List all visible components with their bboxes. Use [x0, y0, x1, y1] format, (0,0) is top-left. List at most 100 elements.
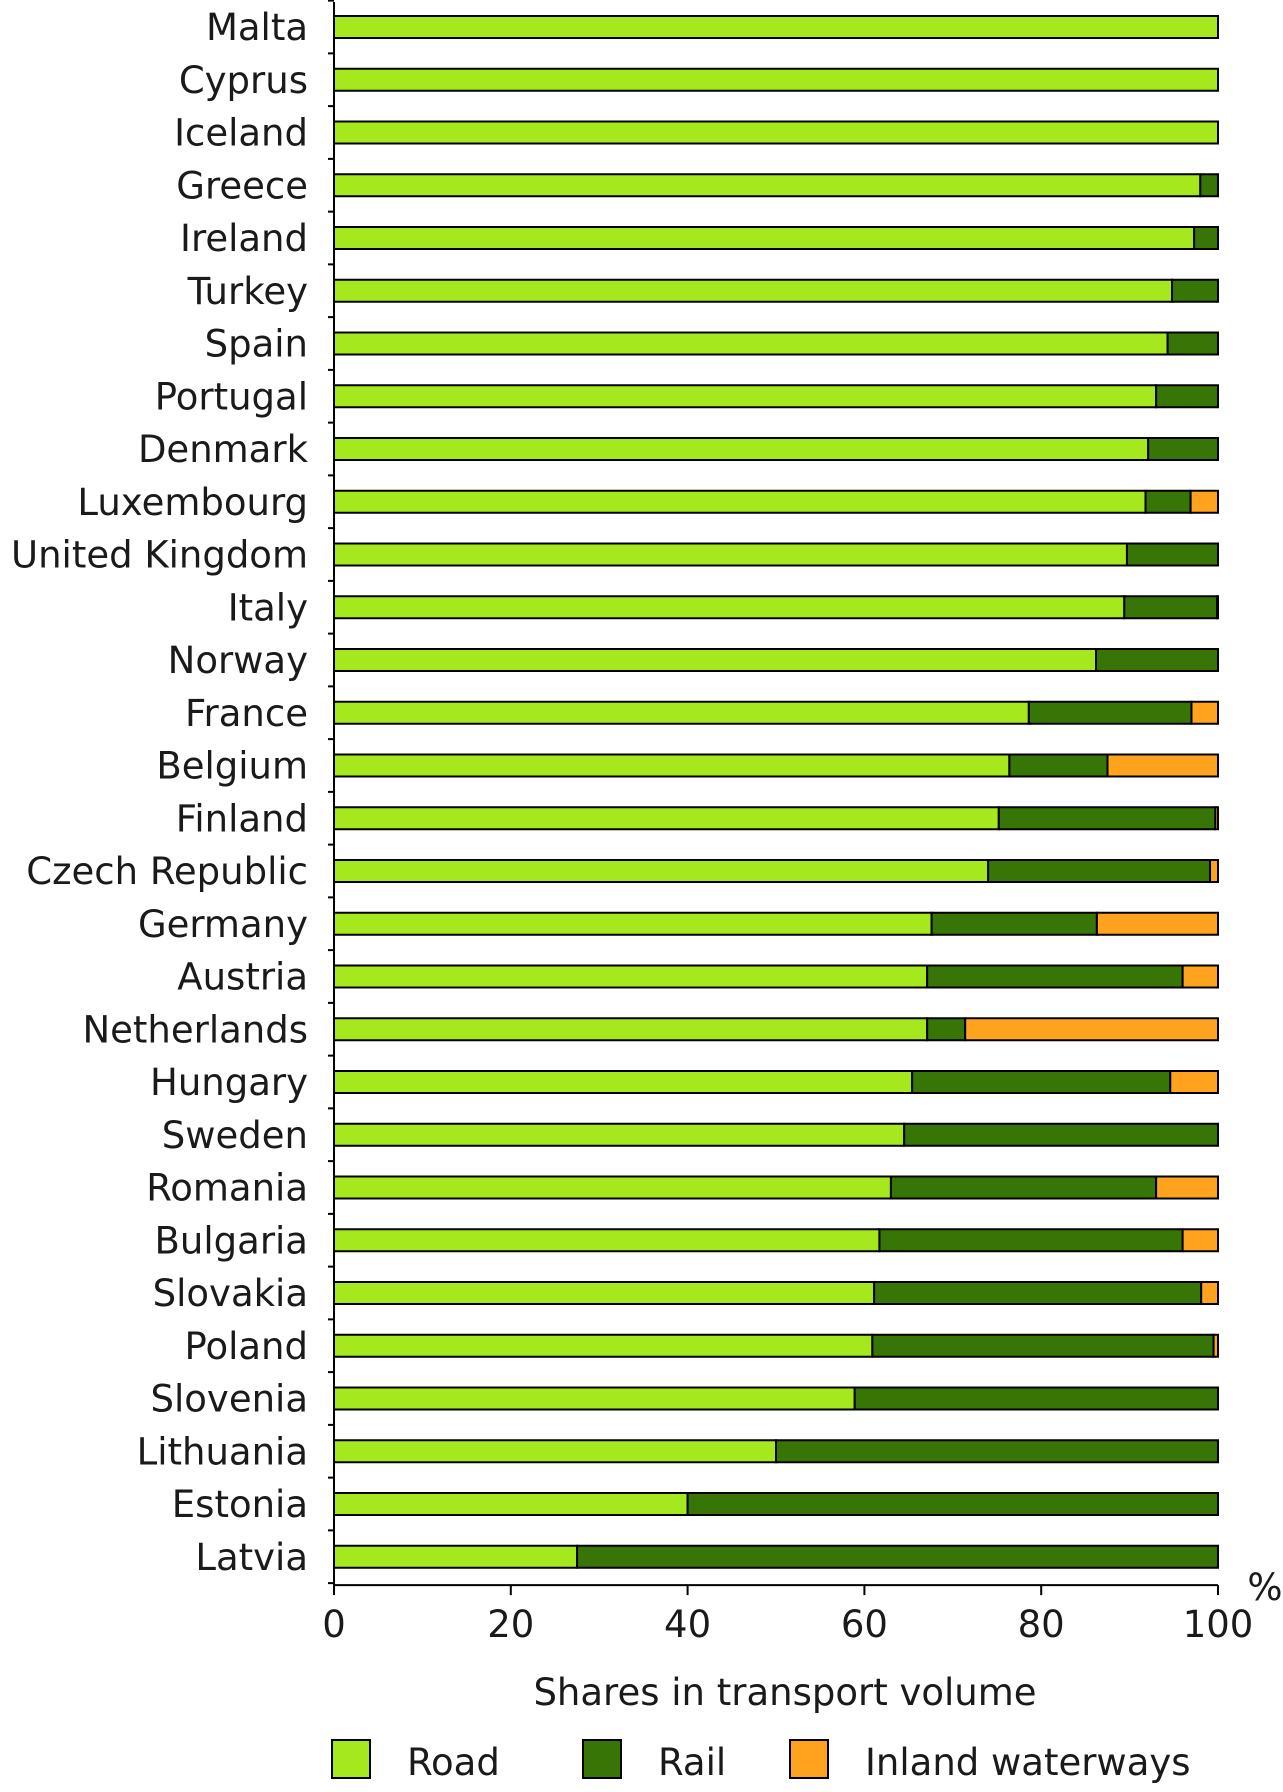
x-axis-unit: % [1247, 1566, 1282, 1609]
bar-rail [997, 806, 1217, 831]
category-label: Denmark [138, 428, 309, 471]
bar-rail [926, 964, 1184, 989]
bar-rail [878, 1228, 1184, 1253]
bar-rail [775, 1439, 1219, 1464]
category-label: Norway [168, 639, 308, 682]
x-tick-label: 60 [841, 1603, 888, 1646]
bar-rail [871, 1333, 1215, 1358]
bar-inland-waterways [1212, 1333, 1219, 1358]
bar-inland-waterways [1181, 1228, 1220, 1253]
bar-road [333, 859, 990, 883]
category-label: Sweden [162, 1114, 308, 1157]
x-tick-label: 0 [322, 1603, 346, 1646]
bar-road [333, 1386, 856, 1411]
category-label: Estonia [172, 1483, 308, 1526]
category-label: Poland [184, 1325, 308, 1368]
bar-rail [686, 1492, 1219, 1516]
legend-label: Inland waterways [865, 1741, 1191, 1784]
legend-label: Road [407, 1741, 500, 1784]
bar-road [333, 700, 1030, 725]
bar-road [333, 173, 1202, 198]
bar-rail [576, 1544, 1219, 1569]
category-label: Austria [177, 956, 308, 999]
category-label: Latvia [195, 1536, 308, 1579]
bar-inland-waterways [1169, 1070, 1220, 1094]
category-label: Luxembourg [77, 481, 308, 524]
bar-road [333, 15, 1219, 39]
category-label: Italy [228, 586, 308, 629]
bar-rail [1008, 753, 1109, 778]
category-label: Bulgaria [155, 1219, 308, 1262]
category-label: France [185, 692, 308, 735]
axes-group [328, 0, 1218, 1587]
bar-road [333, 1281, 876, 1305]
category-label: Finland [176, 797, 308, 840]
category-label: Ireland [180, 217, 308, 260]
category-label: Hungary [150, 1061, 308, 1104]
category-label: United Kingdom [11, 534, 308, 577]
category-label: Lithuania [137, 1430, 308, 1473]
bar-rail [1155, 384, 1219, 409]
bar-road [333, 1122, 906, 1147]
legend-swatch-inland-waterways [789, 1739, 829, 1779]
bar-inland-waterways [1200, 1281, 1219, 1305]
bar-road [333, 67, 1219, 92]
bar-road [333, 1333, 874, 1358]
x-tick-label: 100 [1183, 1603, 1254, 1646]
category-label: Belgium [156, 745, 308, 788]
bar-inland-waterways [1209, 859, 1219, 883]
legend-swatch-road [331, 1739, 371, 1779]
bar-rail [1125, 542, 1219, 567]
category-label: Romania [146, 1167, 308, 1210]
bar-rail [1123, 595, 1219, 620]
bar-rail [911, 1070, 1172, 1094]
bars-group [333, 15, 1220, 1569]
bar-road [333, 1544, 579, 1569]
bar-rail [926, 1017, 967, 1042]
bar-road [333, 753, 1011, 778]
bar-inland-waterways [1095, 911, 1219, 936]
bar-rail [1144, 489, 1192, 514]
bar-rail [1095, 648, 1220, 672]
category-label: Slovakia [153, 1272, 308, 1315]
bar-road [333, 648, 1098, 672]
bar-inland-waterways [1181, 964, 1220, 989]
bar-rail [1166, 331, 1220, 356]
category-label: Iceland [174, 112, 308, 155]
bar-rail [853, 1386, 1220, 1411]
bar-inland-waterways [1189, 489, 1219, 514]
bar-rail [987, 859, 1212, 883]
bar-road [333, 542, 1128, 567]
bar-inland-waterways [964, 1017, 1220, 1042]
x-ticks-group: 0 20 40 60 80 100 [322, 1585, 1253, 1646]
category-label: Portugal [155, 375, 308, 418]
x-tick-label: 80 [1018, 1603, 1065, 1646]
bar-road [333, 226, 1196, 250]
category-label: Germany [138, 903, 308, 946]
category-labels: Malta Cyprus Iceland Greece Ireland Turkey Spa… [11, 6, 309, 1579]
category-label: Cyprus [179, 59, 308, 102]
bar-rail [1199, 173, 1219, 198]
legend-label: Rail [658, 1741, 726, 1784]
bar-road [333, 437, 1150, 461]
bar-rail [1147, 437, 1219, 461]
bar-road [333, 384, 1158, 409]
legend-swatch-rail [582, 1739, 622, 1779]
bar-road [333, 1017, 929, 1042]
bar-road [333, 278, 1174, 303]
bar-rail [1027, 700, 1193, 725]
bar-rail [930, 911, 1098, 936]
x-axis-title: Shares in transport volume [533, 1671, 1036, 1714]
category-label: Netherlands [82, 1008, 308, 1051]
bar-road [333, 595, 1126, 620]
bar-road [333, 489, 1147, 514]
x-tick-label: 40 [664, 1603, 711, 1646]
category-label: Malta [206, 6, 308, 49]
bar-road [333, 1492, 689, 1516]
bar-road [333, 1228, 881, 1253]
bar-road [333, 911, 933, 936]
bar-rail [889, 1175, 1158, 1200]
bar-inland-waterways [1190, 700, 1219, 725]
bar-rail [903, 1122, 1219, 1147]
